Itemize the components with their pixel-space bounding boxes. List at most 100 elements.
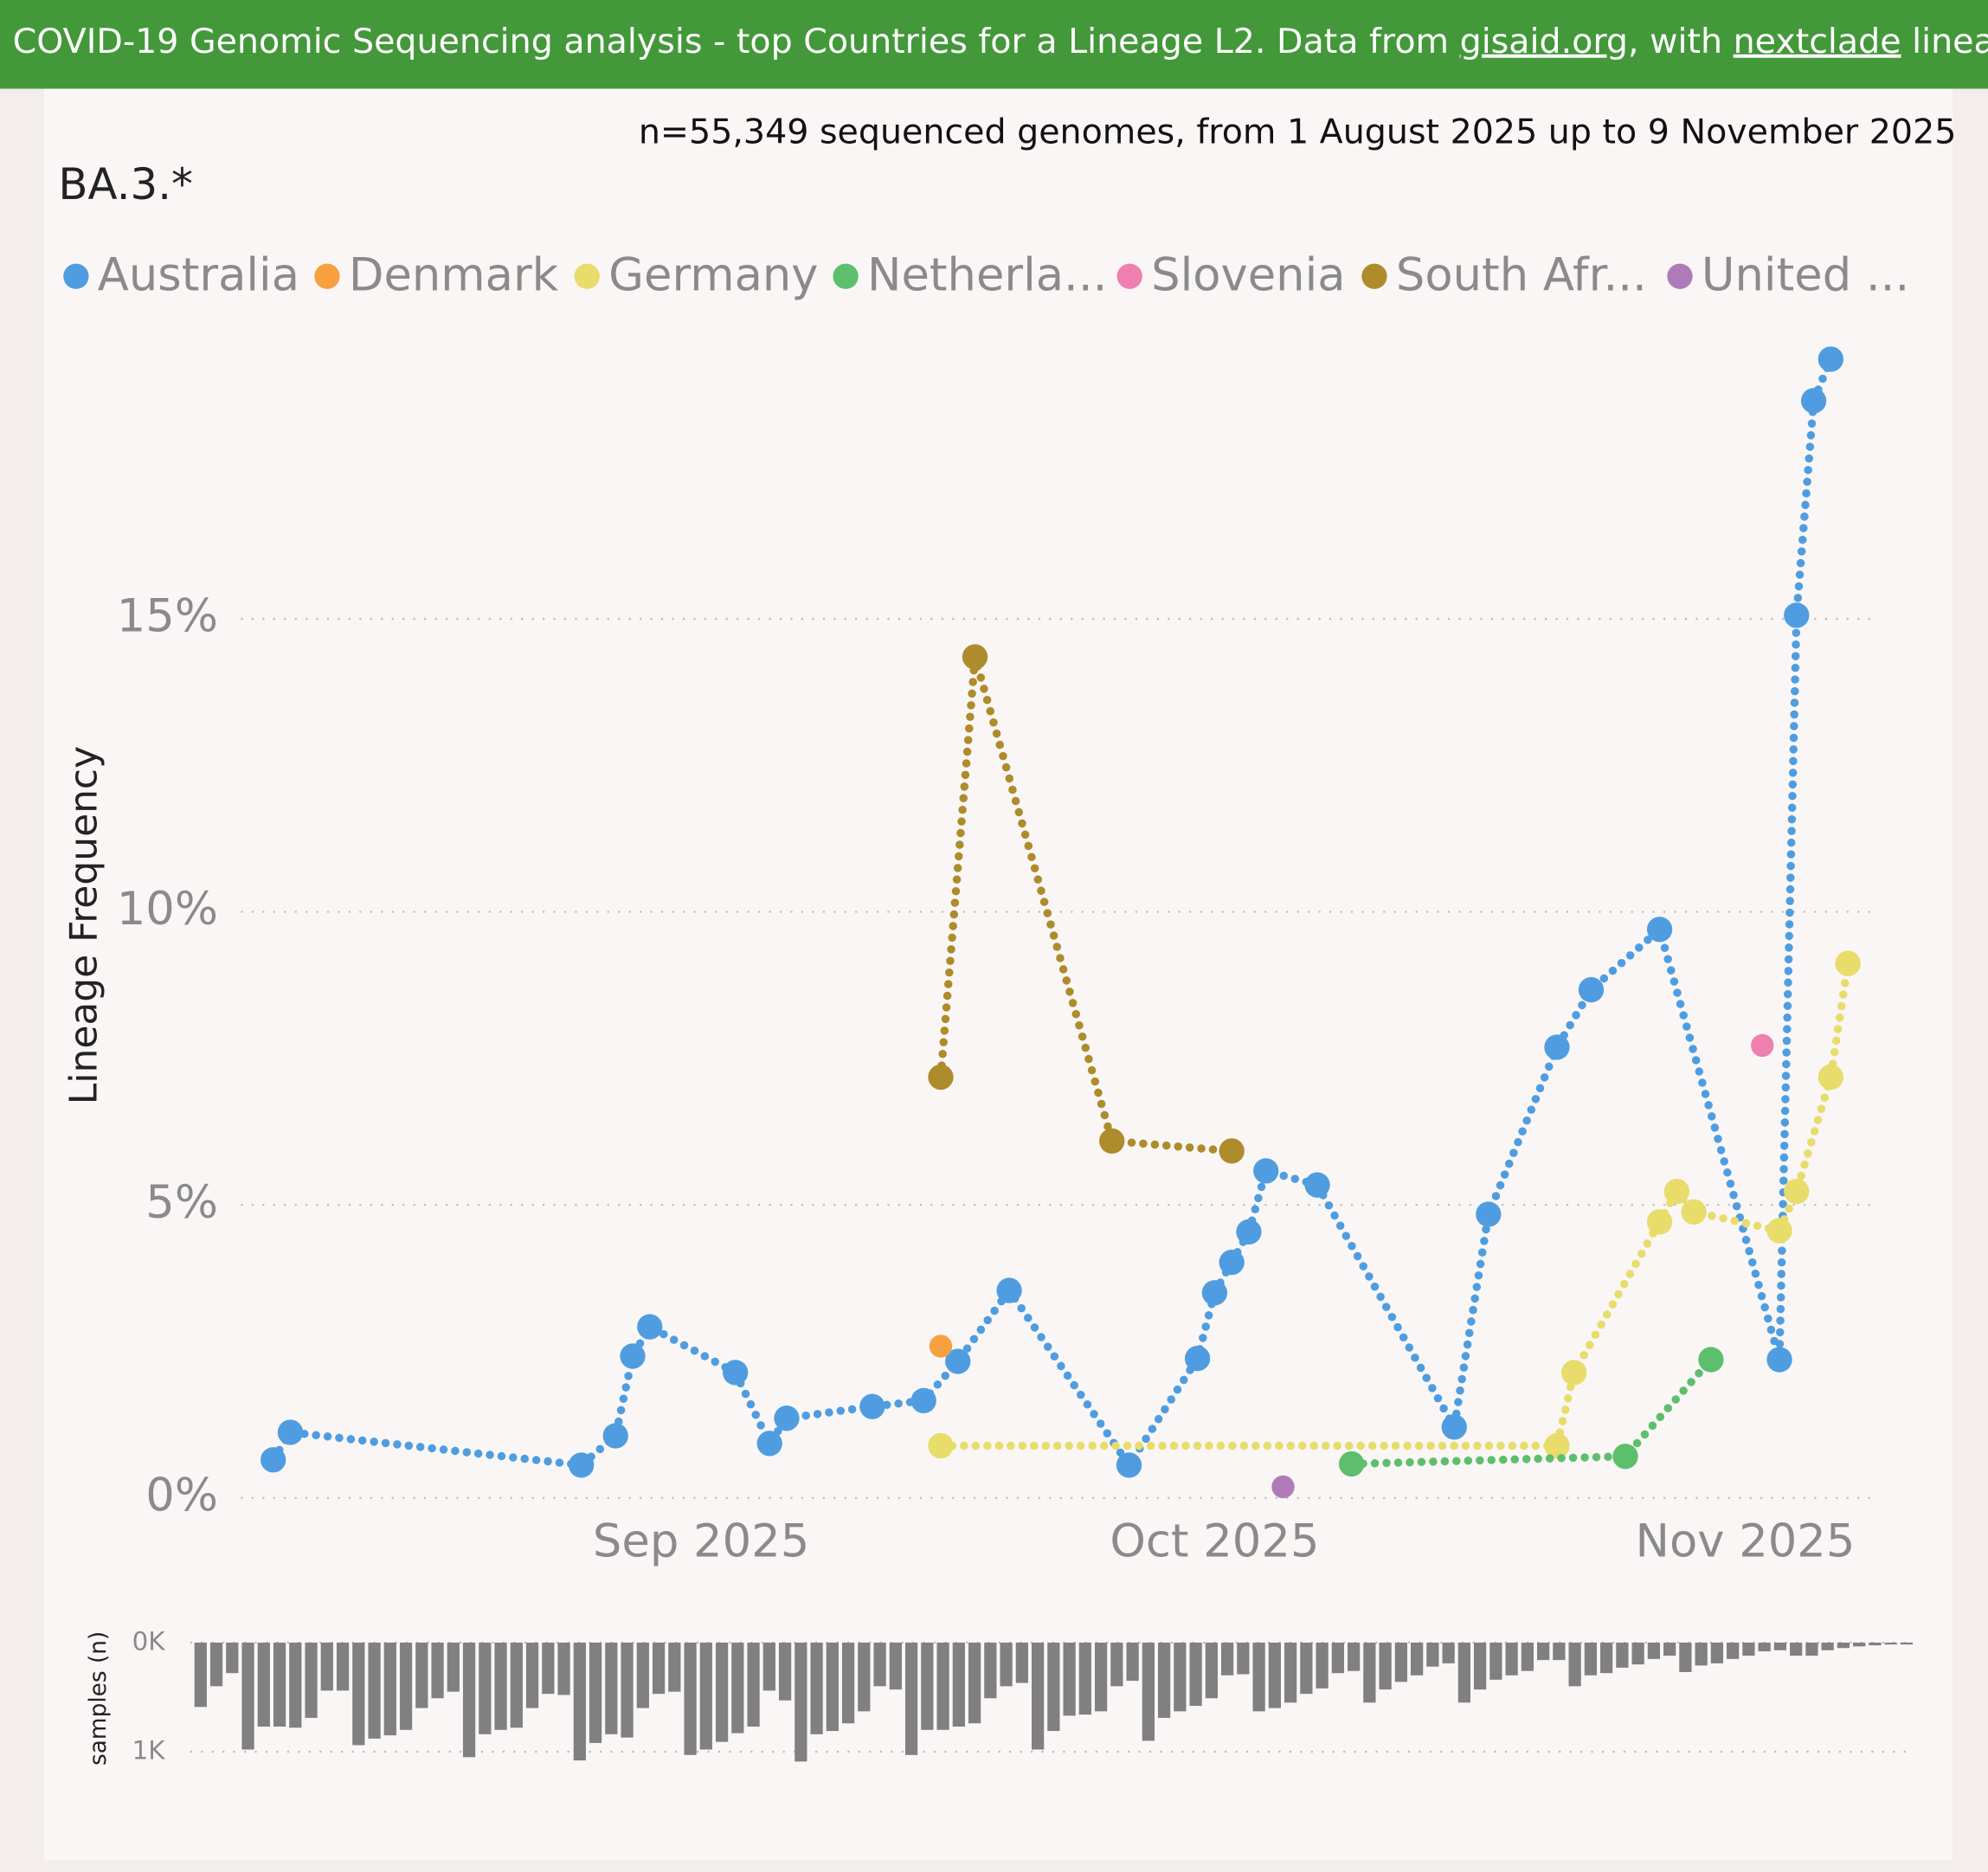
header-text: lineages Sourc [1901, 21, 1988, 61]
bar [826, 1642, 839, 1732]
series-line [1347, 1355, 1715, 1469]
bar [289, 1642, 302, 1728]
bar [1900, 1642, 1914, 1645]
bar [1331, 1642, 1344, 1674]
legend-marker [1667, 263, 1693, 289]
series-line [936, 959, 1852, 1451]
series-line [936, 655, 1236, 1155]
bar [1742, 1642, 1755, 1656]
data-point [1271, 1475, 1295, 1499]
bar [209, 1642, 223, 1687]
bar [525, 1642, 539, 1708]
bar [1679, 1642, 1692, 1672]
data-point [1219, 1138, 1245, 1164]
data-point [859, 1393, 885, 1419]
bar [684, 1642, 697, 1755]
y-tick-label: 1K [132, 1736, 166, 1766]
data-point [1646, 1209, 1673, 1235]
legend-label: Germany [608, 248, 818, 301]
bar [668, 1642, 681, 1692]
bar [1252, 1642, 1265, 1712]
bar [305, 1642, 318, 1718]
bar [810, 1642, 823, 1734]
bar [415, 1642, 428, 1708]
bar [1394, 1642, 1407, 1682]
bar [1695, 1642, 1708, 1666]
bar [731, 1642, 744, 1734]
bar [1000, 1642, 1013, 1687]
data-point [1766, 1218, 1792, 1244]
data-point [1646, 917, 1673, 942]
bar [1110, 1642, 1123, 1687]
data-point [723, 1360, 749, 1386]
x-tick-label: Nov 2025 [1636, 1515, 1856, 1567]
data-point [910, 1387, 936, 1414]
bar [1584, 1642, 1598, 1676]
bar [1537, 1642, 1550, 1661]
header-text: , with [1628, 21, 1734, 61]
bar [1220, 1642, 1234, 1676]
x-tick-label: Oct 2025 [1110, 1515, 1319, 1567]
data-point [1578, 977, 1605, 1003]
bar [715, 1642, 729, 1742]
data-point [945, 1348, 971, 1374]
data-point [928, 1432, 954, 1459]
data-point [996, 1277, 1022, 1303]
bar [1063, 1642, 1076, 1716]
bar [1790, 1642, 1803, 1656]
bar [1710, 1642, 1724, 1663]
legend-marker [314, 263, 340, 289]
data-point [637, 1314, 663, 1340]
data-point [1835, 950, 1861, 976]
chart-title: BA.3.* [58, 159, 193, 209]
bar [352, 1642, 365, 1746]
legend-marker [574, 263, 600, 289]
bar [1616, 1642, 1629, 1668]
data-point [1304, 1172, 1330, 1198]
bar [952, 1642, 965, 1727]
bar [542, 1642, 555, 1695]
bar [636, 1642, 649, 1708]
data-point [569, 1452, 595, 1478]
data-point [1561, 1360, 1587, 1386]
bar [1568, 1642, 1581, 1687]
bar [605, 1642, 618, 1734]
bar [795, 1642, 807, 1762]
data-point [277, 1419, 304, 1445]
bar [1268, 1642, 1281, 1708]
data-point [1784, 1178, 1810, 1205]
panel [44, 88, 1953, 1861]
bar [226, 1642, 239, 1674]
y-tick-label: 15% [117, 590, 218, 643]
bar [921, 1642, 934, 1730]
bar [1663, 1642, 1676, 1656]
bar [494, 1642, 507, 1730]
bar [1647, 1642, 1661, 1659]
bar [699, 1642, 712, 1750]
link[interactable]: gisaid.org [1460, 21, 1628, 61]
data-point [1612, 1444, 1638, 1470]
data-point [1818, 346, 1843, 372]
bar [621, 1642, 634, 1738]
bar [1489, 1642, 1502, 1680]
bar [1300, 1642, 1313, 1695]
bar [968, 1642, 981, 1724]
data-point [1681, 1199, 1707, 1225]
bar [1821, 1642, 1834, 1650]
bar [257, 1642, 270, 1727]
bar [1505, 1642, 1518, 1676]
bar [652, 1642, 666, 1695]
bar [1442, 1642, 1455, 1663]
data-point [1544, 1034, 1570, 1060]
bar [368, 1642, 381, 1739]
data-point [929, 1335, 953, 1358]
bar [841, 1642, 855, 1724]
bar [1142, 1642, 1155, 1741]
data-point [602, 1423, 628, 1449]
link[interactable]: nextclade [1734, 21, 1901, 61]
bar [858, 1642, 871, 1712]
data-point [928, 1064, 954, 1090]
legend-label: United ... [1702, 248, 1909, 301]
bar [778, 1642, 792, 1701]
bar [194, 1642, 207, 1708]
